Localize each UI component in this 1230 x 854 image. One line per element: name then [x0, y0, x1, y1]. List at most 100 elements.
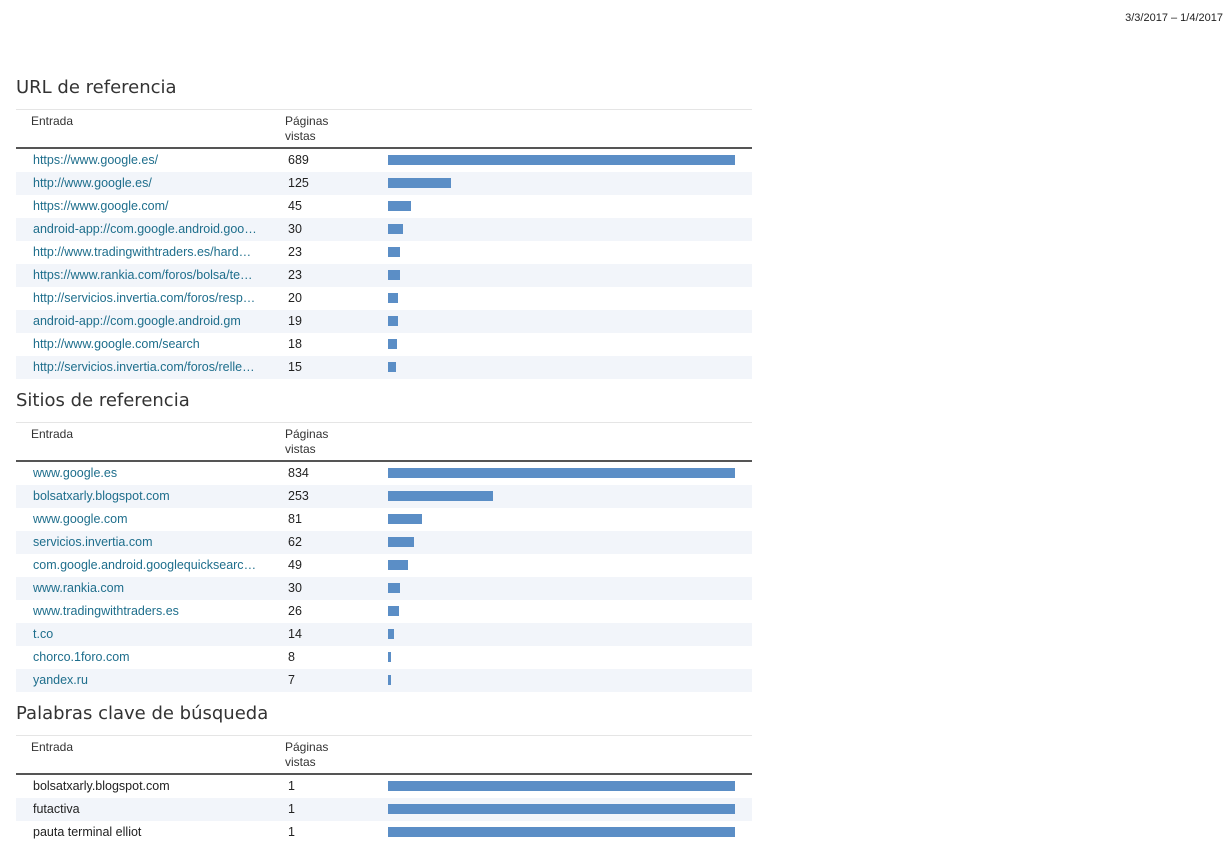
section-title: URL de referencia	[16, 77, 177, 98]
data-table: Entrada Páginas vistas www.google.es 834 bols…	[16, 422, 752, 692]
table-row: com.google.android.googlequicksearchbox 4…	[16, 554, 752, 577]
table-header: Entrada Páginas vistas	[16, 110, 752, 149]
entry-link[interactable]: http://www.tradingwithtraders.es/hardwar…	[33, 245, 257, 259]
entry-link[interactable]: https://www.google.com/	[33, 199, 169, 213]
column-header-line2: vistas	[285, 755, 316, 769]
pageviews-bar	[388, 804, 735, 814]
table-row: http://www.tradingwithtraders.es/hardwar…	[16, 241, 752, 264]
pageviews-value: 15	[288, 360, 302, 374]
entry-label: futactiva	[33, 802, 80, 816]
table-row: www.rankia.com 30	[16, 577, 752, 600]
entry-link[interactable]: bolsatxarly.blogspot.com	[33, 489, 170, 503]
pageviews-bar	[388, 827, 735, 837]
table-row: http://www.google.es/125	[16, 172, 752, 195]
pageviews-value: 20	[288, 291, 302, 305]
pageviews-value: 8	[288, 650, 295, 664]
pageviews-value: 1	[288, 802, 295, 816]
table-row: android-app://com.google.android.gm 19	[16, 310, 752, 333]
bar-track	[388, 155, 735, 166]
table-row: https://www.rankia.com/foros/bolsa/temas…	[16, 264, 752, 287]
bar-track	[388, 224, 735, 235]
table-row: pauta terminal elliot 1	[16, 821, 752, 844]
pageviews-bar	[388, 491, 493, 501]
bar-track	[388, 537, 735, 548]
pageviews-bar	[388, 781, 735, 791]
entry-link[interactable]: https://www.rankia.com/foros/bolsa/temas	[33, 268, 257, 282]
pageviews-value: 834	[288, 466, 309, 480]
table-row: www.google.com 81	[16, 508, 752, 531]
bar-track	[388, 316, 735, 327]
entry-link[interactable]: www.rankia.com	[33, 581, 124, 595]
entry-link[interactable]: http://servicios.invertia.com/foros/rell…	[33, 360, 257, 374]
pageviews-bar	[388, 362, 396, 372]
pageviews-bar	[388, 606, 399, 616]
pageviews-value: 253	[288, 489, 309, 503]
pageviews-value: 689	[288, 153, 309, 167]
pageviews-value: 125	[288, 176, 309, 190]
table-row: http://www.google.com/search 18	[16, 333, 752, 356]
column-header-entrada[interactable]: Entrada	[31, 114, 74, 128]
bar-track	[388, 362, 735, 373]
table-row: www.tradingwithtraders.es 26	[16, 600, 752, 623]
bar-track	[388, 606, 735, 617]
table-header: Entrada Páginas vistas	[16, 423, 752, 462]
bar-track	[388, 178, 735, 189]
column-header-line1: Páginas	[285, 114, 329, 128]
column-header-entrada[interactable]: Entrada	[31, 427, 74, 441]
pageviews-value: 49	[288, 558, 302, 572]
pageviews-bar	[388, 675, 391, 685]
bar-track	[388, 514, 735, 525]
pageviews-value: 1	[288, 779, 295, 793]
pageviews-value: 1	[288, 825, 295, 839]
pageviews-value: 23	[288, 268, 302, 282]
entry-label: pauta terminal elliot	[33, 825, 142, 839]
section-title: Sitios de referencia	[16, 390, 190, 411]
bar-track	[388, 491, 735, 502]
entry-link[interactable]: http://www.google.es/	[33, 176, 152, 190]
bar-track	[388, 339, 735, 350]
entry-link[interactable]: chorco.1foro.com	[33, 650, 130, 664]
data-table: Entrada Páginas vistas https://www.google.e…	[16, 109, 752, 379]
table-row: bolsatxarly.blogspot.com 1	[16, 775, 752, 798]
pageviews-value: 81	[288, 512, 302, 526]
entry-link[interactable]: t.co	[33, 627, 54, 641]
column-header-paginas-vistas[interactable]: Páginas vistas	[285, 740, 328, 770]
pageviews-bar	[388, 293, 398, 303]
column-header-paginas-vistas[interactable]: Páginas vistas	[285, 427, 328, 457]
table-row: yandex.ru 7	[16, 669, 752, 692]
entry-link[interactable]: android-app://com.google.android.googleq…	[33, 222, 257, 236]
entry-link[interactable]: http://servicios.invertia.com/foros/resp…	[33, 291, 257, 305]
pageviews-bar	[388, 316, 398, 326]
table-row: servicios.invertia.com 62	[16, 531, 752, 554]
bar-track	[388, 781, 735, 792]
bar-track	[388, 827, 735, 838]
pageviews-bar	[388, 652, 391, 662]
pageviews-value: 19	[288, 314, 302, 328]
table-row: bolsatxarly.blogspot.com 253	[16, 485, 752, 508]
entry-link[interactable]: www.google.es	[33, 466, 118, 480]
pageviews-bar	[388, 155, 735, 165]
column-header-entrada[interactable]: Entrada	[31, 740, 74, 754]
column-header-paginas-vistas[interactable]: Páginas vistas	[285, 114, 328, 144]
entry-link[interactable]: yandex.ru	[33, 673, 88, 687]
table-body: https://www.google.es/689 http://www.goog…	[16, 149, 752, 379]
column-header-line1: Páginas	[285, 740, 329, 754]
pageviews-value: 30	[288, 581, 302, 595]
bar-track	[388, 652, 735, 663]
entry-link[interactable]: https://www.google.es/	[33, 153, 159, 167]
table-body: www.google.es 834 bolsatxarly.blogspot.com…	[16, 462, 752, 692]
pageviews-value: 45	[288, 199, 302, 213]
bar-track	[388, 247, 735, 258]
entry-link[interactable]: servicios.invertia.com	[33, 535, 153, 549]
entry-link[interactable]: www.tradingwithtraders.es	[33, 604, 179, 618]
table-header: Entrada Páginas vistas	[16, 736, 752, 775]
table-row: android-app://com.google.android.googleq…	[16, 218, 752, 241]
pageviews-bar	[388, 514, 422, 524]
entry-link[interactable]: http://www.google.com/search	[33, 337, 200, 351]
entry-link[interactable]: www.google.com	[33, 512, 128, 526]
column-header-line2: vistas	[285, 129, 316, 143]
entry-link[interactable]: android-app://com.google.android.gm	[33, 314, 241, 328]
table-row: chorco.1foro.com 8	[16, 646, 752, 669]
pageviews-value: 7	[288, 673, 295, 687]
entry-link[interactable]: com.google.android.googlequicksearchbox	[33, 558, 257, 572]
